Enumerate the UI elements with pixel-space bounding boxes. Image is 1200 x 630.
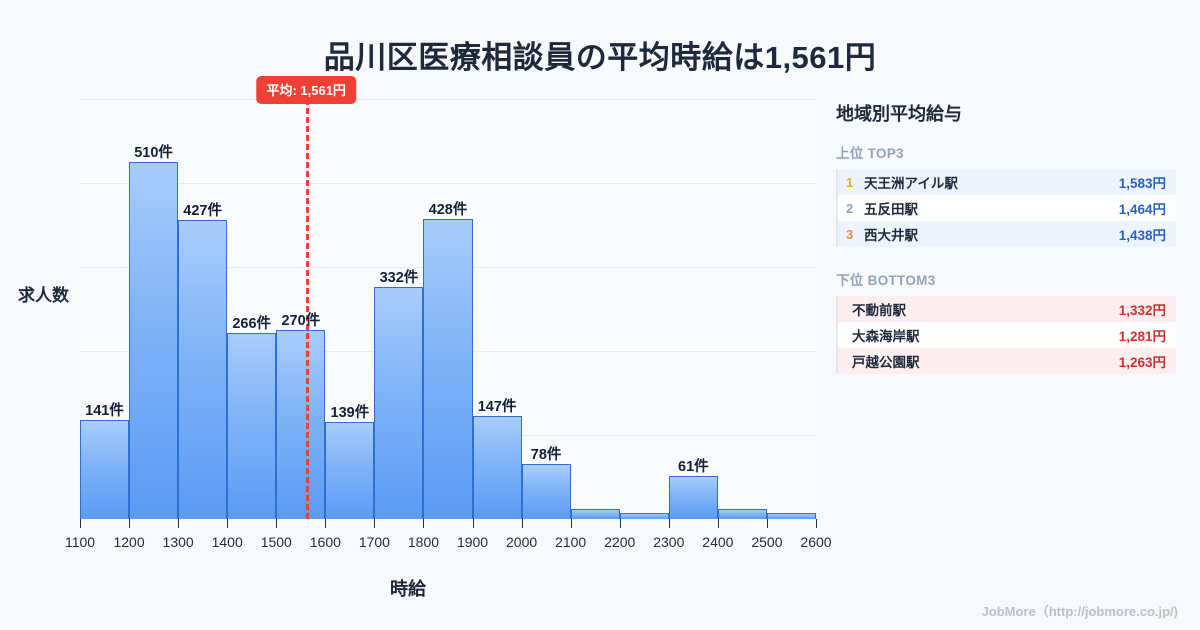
station-name: 天王洲アイル駅 (864, 176, 958, 191)
x-tick (717, 519, 719, 528)
x-tick-label: 1800 (407, 534, 440, 550)
x-tick (472, 519, 474, 528)
x-tick (325, 519, 327, 528)
bar-value-label: 139件 (330, 404, 370, 421)
x-tick-label: 1600 (309, 534, 341, 550)
bar (766, 512, 816, 519)
bar (374, 286, 424, 519)
bar (80, 420, 130, 519)
rank-number: 2 (846, 200, 854, 216)
x-tick (570, 519, 572, 528)
x-tick (766, 519, 768, 528)
bar (472, 416, 522, 519)
bar (570, 508, 620, 519)
bar-value-label: 270件 (281, 313, 321, 329)
rank-row: 不動前駅 1,332円 (838, 296, 1176, 322)
station-wage: 1,438円 (1118, 228, 1166, 243)
side-panel-title: 地域別平均給与 (836, 104, 962, 124)
bar (717, 509, 767, 519)
x-tick-label: 2400 (702, 534, 734, 550)
station-name: 不動前駅 (852, 303, 906, 318)
rank-number: 1 (846, 174, 854, 190)
rank-row: 大森海岸駅 1,281円 (838, 322, 1176, 348)
top3-heading: 上位 TOP3 (836, 146, 904, 161)
x-tick (816, 519, 817, 528)
average-line (306, 99, 310, 519)
histogram-chart: 求人数 時給 141件 510件 427件 266件 270件 139件 332件 428件 1… (0, 76, 832, 599)
gridline (80, 99, 816, 100)
x-tick (668, 519, 670, 528)
x-tick-label: 1400 (211, 534, 243, 550)
x-axis-label: 時給 (390, 579, 426, 599)
x-tick-label: 1700 (358, 534, 390, 550)
bar (325, 421, 375, 519)
footer-credit: JobMore（http://jobmore.co.jp/) (981, 604, 1178, 619)
x-tick-label: 2500 (751, 534, 783, 550)
rank-row: 3 西大井駅 1,438円 (838, 221, 1176, 247)
region-salary-panel: 地域別平均給与 上位 TOP3 1 天王洲アイル駅 1,583円 2 五反田駅 1,464… (836, 100, 1176, 396)
station-name: 戸越公園駅 (852, 355, 920, 370)
bar (619, 512, 669, 519)
x-tick (374, 519, 376, 528)
x-tick-label: 1200 (113, 534, 145, 550)
station-wage: 1,464円 (1118, 202, 1166, 217)
bar (423, 219, 473, 519)
gridline (80, 183, 816, 184)
x-tick (178, 519, 180, 528)
bar (129, 162, 179, 519)
x-tick-label: 1300 (162, 534, 194, 550)
x-tick-label: 2000 (506, 534, 538, 550)
average-badge: 平均: 1,561円 (256, 76, 356, 104)
x-tick-label: 2300 (653, 534, 685, 550)
x-tick (521, 519, 523, 528)
x-tick (80, 519, 81, 528)
bar-value-label: 266件 (232, 315, 272, 332)
page-title: 品川区医療相談員の平均時給は1,561円 (323, 40, 877, 75)
bottom3-table: 不動前駅 1,332円大森海岸駅 1,281円戸越公園駅 1,263円 (836, 296, 1176, 374)
y-axis-label: 求人数 (18, 286, 69, 305)
x-tick-label: 2200 (604, 534, 636, 550)
x-tick-label: 2100 (555, 534, 587, 550)
bar-value-label: 510件 (134, 145, 173, 161)
top3-table: 1 天王洲アイル駅 1,583円 2 五反田駅 1,464円 3 西大井駅 1,438円 (836, 169, 1176, 247)
rank-number: 3 (846, 226, 854, 242)
x-tick-label: 1900 (456, 534, 489, 550)
rank-row: 戸越公園駅 1,263円 (838, 348, 1176, 374)
plot-area (80, 99, 816, 519)
x-tick-label: 1500 (260, 534, 292, 550)
station-name: 西大井駅 (864, 228, 918, 243)
bar (227, 332, 277, 519)
bar-value-label: 428件 (428, 202, 468, 219)
x-tick (129, 519, 131, 528)
x-tick (227, 519, 229, 528)
bar-value-label: 61件 (678, 459, 709, 476)
station-wage: 1,332円 (1118, 303, 1166, 318)
station-wage: 1,263円 (1118, 355, 1166, 370)
bottom3-heading: 下位 BOTTOM3 (836, 273, 936, 288)
x-tick (619, 519, 621, 528)
x-tick (423, 519, 425, 528)
station-wage: 1,583円 (1118, 176, 1166, 191)
bar-value-label: 78件 (530, 447, 562, 464)
bar-value-label: 147件 (477, 399, 517, 416)
bar (276, 330, 326, 519)
bar-value-label: 141件 (85, 403, 124, 420)
bar (178, 220, 228, 519)
bar-value-label: 332件 (379, 269, 419, 286)
bar-value-label: 427件 (183, 203, 223, 220)
x-tick-label: 1100 (64, 534, 96, 550)
rank-row: 1 天王洲アイル駅 1,583円 (838, 169, 1176, 195)
bar (521, 464, 571, 519)
x-tick (276, 519, 278, 528)
station-wage: 1,281円 (1118, 329, 1166, 344)
station-name: 五反田駅 (864, 202, 918, 217)
x-tick-label: 2600 (800, 534, 832, 550)
station-name: 大森海岸駅 (852, 329, 920, 344)
rank-row: 2 五反田駅 1,464円 (838, 195, 1176, 221)
bar (668, 476, 718, 519)
